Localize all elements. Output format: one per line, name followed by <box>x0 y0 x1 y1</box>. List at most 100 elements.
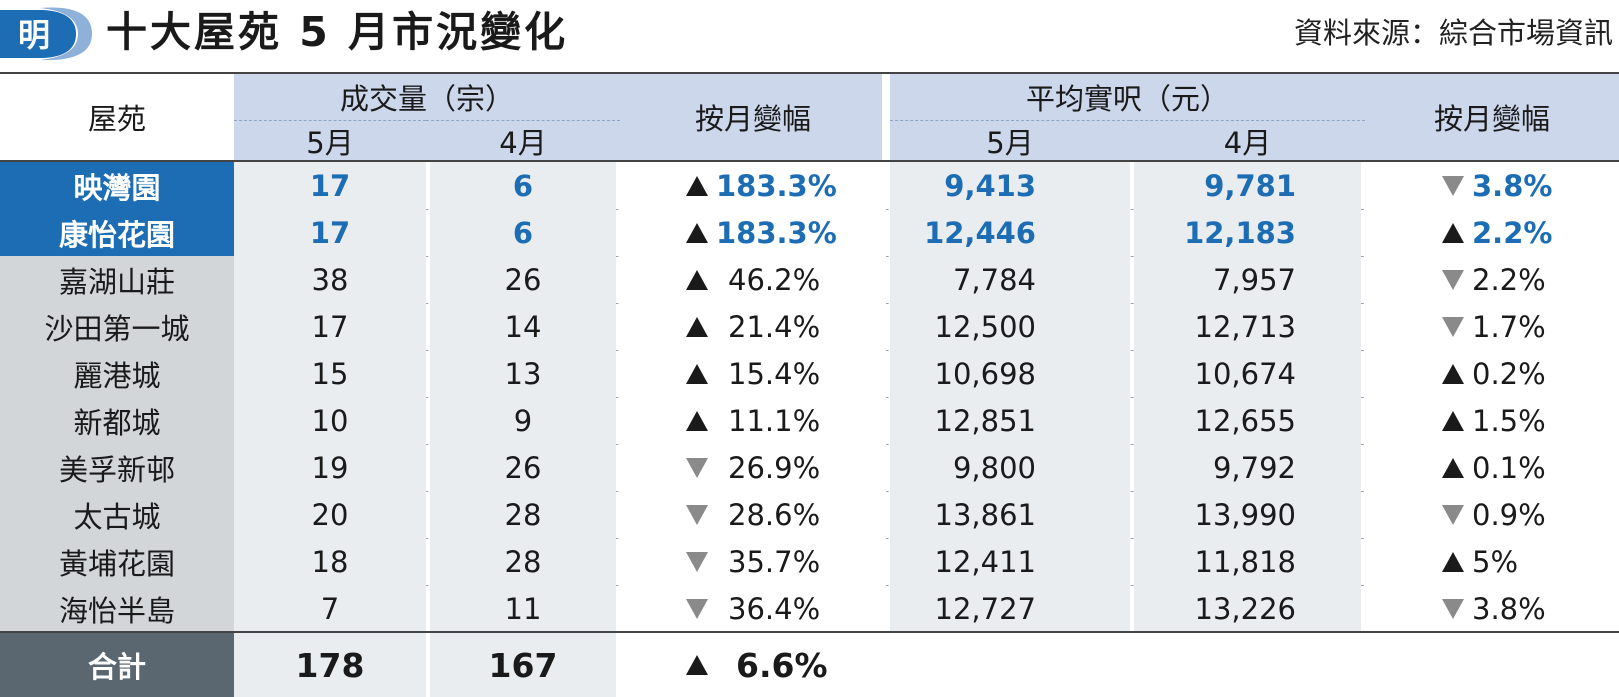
volume-may: 17 <box>234 303 426 350</box>
price-apr: 13,226 <box>1134 585 1361 632</box>
estate-name: 美孚新邨 <box>0 444 234 491</box>
price-may-value: 12,446 <box>924 215 1036 250</box>
price-may: 10,698 <box>890 350 1130 397</box>
estate-name-label: 新都城 <box>73 405 161 440</box>
logo-glyph: 明 <box>18 16 50 54</box>
volume-change: 21.4% <box>620 303 886 350</box>
volume-apr-value: 28 <box>504 497 542 532</box>
price-change-value: 2.2% <box>1472 262 1546 297</box>
volume-apr: 14 <box>430 303 616 350</box>
price-change: 3.8% <box>1365 162 1619 209</box>
col-header-volume-apr: 4月 <box>426 120 620 160</box>
col-group-price: 平均實呎（元） <box>890 74 1365 120</box>
volume-apr-value: 9 <box>513 403 533 438</box>
header-gap <box>882 74 890 160</box>
price-apr-value: 9,792 <box>1212 450 1296 485</box>
data-source: 資料來源：綜合市場資訊 <box>1293 16 1613 50</box>
price-change-value: 3.8% <box>1472 168 1553 203</box>
up-triangle-icon <box>1442 457 1464 478</box>
volume-apr-value: 13 <box>504 356 542 391</box>
price-change: 0.1% <box>1365 444 1619 491</box>
volume-apr-value: 26 <box>504 262 542 297</box>
price-apr-value: 12,183 <box>1184 215 1296 250</box>
total-volume-change: 6.6% <box>620 633 886 697</box>
volume-change-value: 35.7% <box>728 544 821 579</box>
estate-name: 康怡花園 <box>0 209 234 256</box>
total-volume-may: 178 <box>234 633 426 697</box>
price-change: 1.7% <box>1365 303 1619 350</box>
price-change: 2.2% <box>1365 209 1619 256</box>
ming-pao-logo: 明 <box>0 4 96 68</box>
up-triangle-icon <box>686 363 708 384</box>
volume-change: 183.3% <box>620 209 886 256</box>
price-may: 12,500 <box>890 303 1130 350</box>
col-header-volume-may: 5月 <box>234 120 426 160</box>
up-triangle-icon <box>1442 551 1464 572</box>
volume-apr: 6 <box>430 209 616 256</box>
volume-may-value: 19 <box>311 450 349 485</box>
up-triangle-icon <box>686 175 708 196</box>
volume-apr: 26 <box>430 444 616 491</box>
total-volume-change-value: 6.6% <box>736 645 828 685</box>
volume-may: 17 <box>234 209 426 256</box>
price-may-value: 9,800 <box>952 450 1036 485</box>
price-may-value: 10,698 <box>934 356 1036 391</box>
down-triangle-icon <box>1442 175 1464 196</box>
col-header-volume-change: 按月變幅 <box>620 74 886 160</box>
price-apr-value: 9,781 <box>1204 168 1296 203</box>
up-triangle-icon <box>1442 222 1464 243</box>
volume-apr: 13 <box>430 350 616 397</box>
volume-change-value: 21.4% <box>728 309 821 344</box>
volume-change: 15.4% <box>620 350 886 397</box>
down-triangle-icon <box>686 598 708 619</box>
volume-may: 7 <box>234 585 426 632</box>
volume-may-value: 10 <box>311 403 349 438</box>
col-header-estate: 屋苑 <box>0 74 234 160</box>
total-volume-apr-value: 167 <box>488 645 558 685</box>
estate-name-label: 黃埔花園 <box>58 546 175 581</box>
up-triangle-icon <box>686 269 708 290</box>
estate-name-label: 海怡半島 <box>58 593 175 628</box>
volume-may-value: 38 <box>311 262 349 297</box>
volume-change-value: 26.9% <box>728 450 821 485</box>
volume-may-value: 20 <box>311 497 349 532</box>
volume-may: 38 <box>234 256 426 303</box>
volume-change: 26.9% <box>620 444 886 491</box>
total-top-rule <box>0 631 1619 633</box>
volume-apr-value: 6 <box>512 168 534 203</box>
volume-change: 35.7% <box>620 538 886 585</box>
up-triangle-icon <box>686 655 708 675</box>
price-may: 12,851 <box>890 397 1130 444</box>
total-label: 合計 <box>0 633 234 697</box>
volume-may-value: 15 <box>311 356 349 391</box>
price-apr-value: 13,226 <box>1194 591 1296 626</box>
price-may-value: 12,851 <box>934 403 1036 438</box>
col-header-price-change: 按月變幅 <box>1365 74 1619 160</box>
down-triangle-icon <box>686 551 708 572</box>
volume-change-value: 15.4% <box>728 356 821 391</box>
up-triangle-icon <box>686 410 708 431</box>
volume-change-value: 11.1% <box>728 403 821 438</box>
price-apr: 7,957 <box>1134 256 1361 303</box>
volume-may: 17 <box>234 162 426 209</box>
volume-apr-value: 14 <box>504 309 542 344</box>
volume-change-value: 46.2% <box>728 262 821 297</box>
price-change-value: 1.5% <box>1472 403 1546 438</box>
estate-name-label: 映灣園 <box>73 170 161 205</box>
up-triangle-icon <box>1442 410 1464 431</box>
volume-change-value: 183.3% <box>716 168 837 203</box>
price-apr: 12,183 <box>1134 209 1361 256</box>
volume-may: 15 <box>234 350 426 397</box>
down-triangle-icon <box>1442 269 1464 290</box>
volume-may-value: 17 <box>311 309 349 344</box>
price-change: 1.5% <box>1365 397 1619 444</box>
price-may-value: 12,500 <box>934 309 1036 344</box>
volume-apr: 9 <box>430 397 616 444</box>
price-apr: 12,655 <box>1134 397 1361 444</box>
price-apr: 9,781 <box>1134 162 1361 209</box>
volume-apr: 28 <box>430 538 616 585</box>
price-change-value: 5% <box>1472 544 1519 579</box>
volume-may-value: 17 <box>309 168 351 203</box>
price-change-value: 3.8% <box>1472 591 1546 626</box>
price-apr-value: 11,818 <box>1194 544 1296 579</box>
